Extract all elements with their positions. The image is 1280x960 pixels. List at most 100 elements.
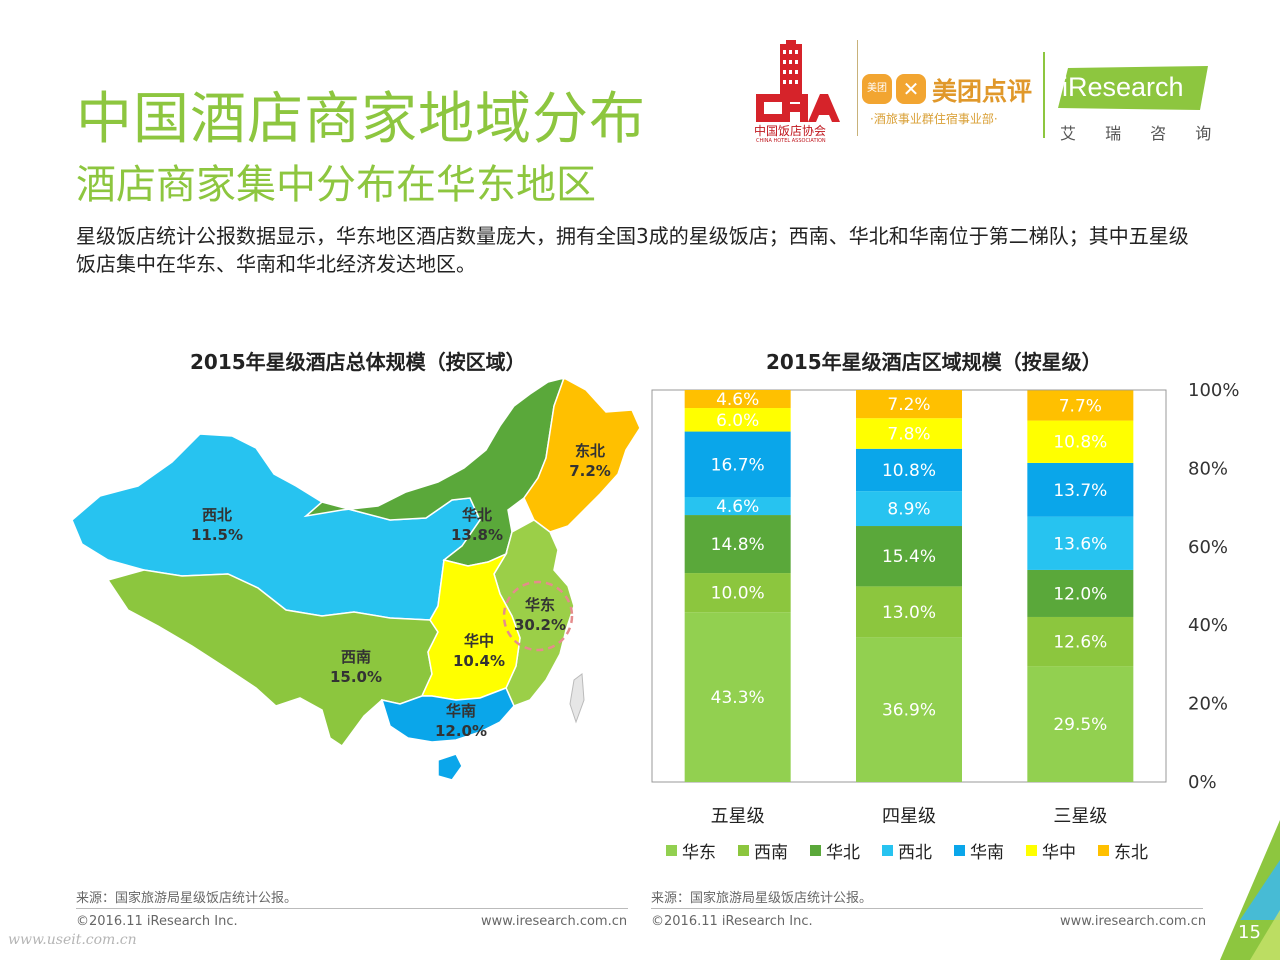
legend-item-5: 华中 (1026, 838, 1076, 863)
bar-segment-1-5 (856, 418, 962, 449)
bar-segment-2-2 (1027, 569, 1134, 617)
bar-data-label-0-0: 43.3% (711, 688, 765, 708)
iresearch-cn-name: 艾 瑞 咨 询 (1060, 124, 1224, 143)
bar-segment-1-6 (856, 390, 962, 419)
bar-data-label-1-0: 36.9% (882, 701, 936, 721)
cha-english-name: CHINA HOTEL ASSOCIATION (756, 138, 826, 144)
corner-decoration (1220, 820, 1280, 960)
map-label-name-5: 西南 (341, 648, 371, 666)
iresearch-banner-icon (1058, 66, 1208, 110)
map-region-dongbei (523, 376, 641, 533)
bar-segment-2-6 (1027, 390, 1134, 421)
y-tick-label-2: 40% (1188, 615, 1228, 636)
watermark: www.useit.com.cn (8, 932, 137, 948)
map-label-value-6: 12.0% (435, 722, 487, 740)
stacked-bar-chart: 0% 20% 40% 60% 80% 100% 43.3% 10.0% 14.8% 4.6% 16.… (651, 380, 1239, 827)
meituan-logo: 美团 ✕ 美团点评 ·酒旅事业群住宿事业部· (862, 68, 1038, 128)
footer-rule-left (76, 908, 628, 909)
meituan-subtitle: ·酒旅事业群住宿事业部· (870, 112, 998, 126)
legend-label-1: 西南 (754, 843, 788, 863)
meituan-badge: 美团 (862, 74, 892, 104)
url-right: www.iresearch.com.cn (1060, 914, 1207, 929)
meituan-name: 美团点评 (932, 77, 1033, 106)
cha-name: 中国饭店协会 (754, 124, 827, 138)
cha-building-icon (756, 40, 840, 122)
y-tick-label-4: 80% (1188, 458, 1228, 479)
cha-logo: 中国饭店协会 CHINA HOTEL ASSOCIATION (742, 38, 854, 150)
legend-swatch-0 (666, 845, 677, 856)
legend-swatch-5 (1026, 845, 1037, 856)
map-label-name-4: 华中 (464, 632, 494, 650)
page-number: 15 (1238, 922, 1261, 943)
map-label-value-5: 15.0% (330, 668, 382, 686)
y-tick-label-3: 60% (1188, 537, 1228, 558)
bar-data-label-2-3: 13.6% (1053, 534, 1107, 554)
bar-data-label-2-1: 12.6% (1053, 633, 1107, 653)
page-title: 中国酒店商家地域分布 (76, 87, 646, 152)
bar-segment-2-4 (1027, 462, 1134, 517)
x-category-label-0: 五星级 (711, 806, 765, 827)
map-chart-title: 2015年星级酒店总体规模（按区域） (190, 350, 526, 374)
bar-chart-legend: 华东 西南 华北 西北 华南 华中 东北 (666, 838, 1148, 863)
iresearch-logo: iResearch 艾 瑞 咨 询 (1052, 66, 1212, 146)
bar-data-label-1-5: 7.8% (887, 425, 930, 445)
bar-segment-1-0 (856, 637, 962, 782)
bar-segment-1-4 (856, 448, 962, 492)
bar-data-label-1-3: 8.9% (887, 500, 930, 520)
bar-data-label-0-2: 14.8% (711, 535, 765, 555)
bar-data-label-1-1: 13.0% (882, 603, 936, 623)
source-note-right: 来源：国家旅游局星级饭店统计公报。 (651, 891, 873, 906)
y-tick-label-5: 100% (1188, 380, 1239, 401)
legend-swatch-3 (882, 845, 893, 856)
map-label-name-2: 东北 (575, 442, 605, 460)
bar-segment-0-4 (684, 431, 791, 498)
bar-segment-2-1 (1027, 616, 1134, 667)
bar-data-label-1-6: 7.2% (887, 395, 930, 415)
dianping-icon: ✕ (896, 74, 926, 104)
legend-swatch-6 (1098, 845, 1109, 856)
bar-segment-0-0 (684, 612, 791, 782)
map-label-value-3: 30.2% (514, 616, 566, 634)
legend-label-2: 华北 (826, 843, 860, 863)
map-label-name-6: 华南 (446, 702, 476, 720)
bar-segment-0-6 (684, 390, 791, 409)
huadong-highlight-circle (502, 580, 574, 652)
bar-chart-title: 2015年星级酒店区域规模（按星级） (766, 350, 1102, 374)
bar-segment-1-1 (856, 586, 962, 638)
source-note-left: 来源：国家旅游局星级饭店统计公报。 (76, 891, 298, 906)
bar-data-label-2-2: 12.0% (1053, 584, 1107, 604)
copyright-left: ©2016.11 iResearch Inc. (76, 914, 238, 929)
bar-segment-1-3 (856, 491, 962, 527)
bar-segment-2-0 (1027, 666, 1134, 782)
legend-label-5: 华中 (1042, 843, 1076, 863)
map-region-huanan (380, 687, 515, 743)
legend-swatch-4 (954, 845, 965, 856)
logo-divider-1 (857, 40, 858, 136)
legend-item-0: 华东 (666, 838, 716, 863)
map-label-name-1: 华北 (462, 506, 492, 524)
map-label-value-2: 7.2% (569, 462, 611, 480)
legend-item-1: 西南 (738, 838, 788, 863)
y-tick-label-0: 0% (1188, 772, 1217, 793)
x-category-label-2: 三星级 (1053, 806, 1107, 827)
footer-rule-right (651, 908, 1203, 909)
map-label-name-0: 西北 (202, 506, 232, 524)
map-hainan-island (437, 753, 463, 781)
bar-data-label-0-1: 10.0% (711, 584, 765, 604)
page-description: 星级饭店统计公报数据显示，华东地区酒店数量庞大，拥有全国3成的星级饭店；西南、华… (76, 224, 1189, 276)
url-left: www.iresearch.com.cn (481, 914, 628, 929)
legend-item-3: 西北 (882, 838, 932, 863)
bar-segment-0-1 (684, 573, 791, 613)
bar-data-label-1-2: 15.4% (882, 547, 936, 567)
legend-label-3: 西北 (898, 843, 932, 863)
bar-segment-0-2 (684, 515, 791, 574)
bar-data-label-1-4: 10.8% (882, 461, 936, 481)
bar-segment-2-3 (1027, 516, 1134, 570)
legend-label-0: 华东 (682, 843, 716, 863)
bar-segment-2-5 (1027, 420, 1134, 463)
logo-divider-2 (1043, 52, 1045, 138)
map-label-value-1: 13.8% (451, 526, 503, 544)
legend-label-4: 华南 (970, 843, 1004, 863)
bar-data-label-2-4: 13.7% (1053, 481, 1107, 501)
bar-data-label-0-6: 4.6% (716, 390, 759, 410)
